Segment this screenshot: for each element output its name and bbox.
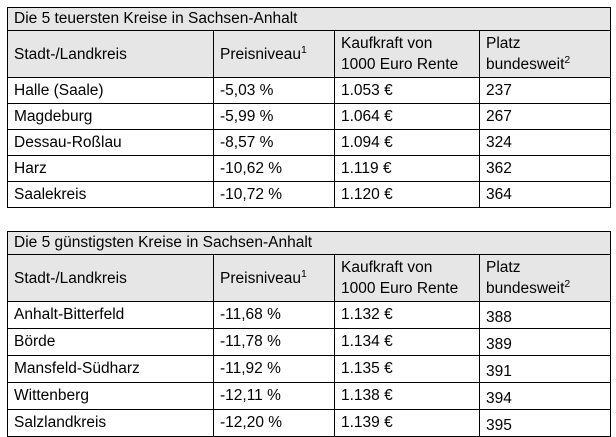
table-row: Dessau-Roßlau -8,57 % 1.094 € 324 <box>7 129 612 156</box>
cell-price-level: -12,20 % <box>213 409 335 437</box>
cell-district: Salzlandkreis <box>7 409 214 437</box>
cell-district: Anhalt-Bitterfeld <box>7 301 214 329</box>
table-caption-row: Die 5 günstigsten Kreise in Sachsen-Anha… <box>7 231 611 255</box>
cell-rank: 394 <box>479 382 611 410</box>
header-rank: Platz bundesweit2 <box>479 254 611 302</box>
cell-rank: 388 <box>479 301 611 329</box>
footnote-marker: 1 <box>301 267 307 280</box>
table-row: Salzlandkreis -12,20 % 1.139 € 395 <box>7 409 611 437</box>
header-purchasing-power-line2: 1000 Euro Rente <box>341 56 459 73</box>
cell-district: Börde <box>7 328 214 356</box>
table-row: Harz -10,62 % 1.119 € 362 <box>7 155 612 182</box>
cell-purchasing-power: 1.139 € <box>334 409 480 437</box>
cell-rank: 324 <box>478 129 612 156</box>
cell-purchasing-power: 1.053 € <box>334 77 480 104</box>
cheapest-districts-table: Die 5 günstigsten Kreise in Sachsen-Anha… <box>7 231 611 437</box>
cell-purchasing-power: 1.132 € <box>334 301 480 329</box>
cell-price-level: -8,57 % <box>213 129 335 156</box>
cell-purchasing-power: 1.120 € <box>334 181 480 208</box>
footnote-marker: 2 <box>564 54 571 66</box>
table-row: Wittenberg -12,11 % 1.138 € 394 <box>7 382 611 410</box>
header-purchasing-power: Kaufkraft von 1000 Euro Rente <box>334 30 480 78</box>
cell-rank: 362 <box>478 155 612 182</box>
cell-price-level: -5,03 % <box>213 77 335 104</box>
table-row: Anhalt-Bitterfeld -11,68 % 1.132 € 388 <box>7 301 611 329</box>
header-rank: Platz bundesweit2 <box>478 30 612 78</box>
cell-rank: 267 <box>478 103 612 130</box>
table-row: Mansfeld-Südharz -11,92 % 1.135 € 391 <box>7 355 611 383</box>
cell-district: Saalekreis <box>7 181 214 208</box>
cell-price-level: -10,62 % <box>213 155 335 182</box>
table-row: Halle (Saale) -5,03 % 1.053 € 237 <box>7 77 612 104</box>
cell-district: Dessau-Roßlau <box>7 129 214 156</box>
header-rank-line1: Platz <box>486 259 521 276</box>
table-row: Börde -11,78 % 1.134 € 389 <box>7 328 611 356</box>
cell-purchasing-power: 1.119 € <box>334 155 480 182</box>
cell-price-level: -11,78 % <box>213 328 335 356</box>
table-row: Saalekreis -10,72 % 1.120 € 364 <box>7 181 612 208</box>
cell-price-level: -5,99 % <box>213 103 335 130</box>
cell-rank: 364 <box>478 181 612 208</box>
table-title: Die 5 günstigsten Kreise in Sachsen-Anha… <box>7 231 611 255</box>
cell-district: Harz <box>7 155 214 182</box>
cell-purchasing-power: 1.134 € <box>334 328 480 356</box>
header-district: Stadt-/Landkreis <box>7 30 214 78</box>
cell-rank: 395 <box>479 409 611 437</box>
most-expensive-districts-table: Die 5 teuersten Kreise in Sachsen-Anhalt… <box>6 7 612 208</box>
cell-district: Halle (Saale) <box>7 77 214 104</box>
cell-price-level: -10,72 % <box>213 181 335 208</box>
header-purchasing-power-line1: Kaufkraft von <box>341 259 433 276</box>
header-purchasing-power-line1: Kaufkraft von <box>341 35 433 52</box>
table-title: Die 5 teuersten Kreise in Sachsen-Anhalt <box>6 7 612 31</box>
cell-purchasing-power: 1.094 € <box>334 129 480 156</box>
header-district: Stadt-/Landkreis <box>7 254 214 302</box>
cell-purchasing-power: 1.064 € <box>334 103 480 130</box>
cell-district: Wittenberg <box>7 382 214 410</box>
header-price-level-label: Preisniveau <box>220 45 301 63</box>
cell-rank: 391 <box>479 355 611 383</box>
cell-district: Mansfeld-Südharz <box>7 355 214 383</box>
footnote-marker: 1 <box>301 43 307 56</box>
header-purchasing-power-line2: 1000 Euro Rente <box>341 280 459 297</box>
cell-price-level: -11,92 % <box>213 355 335 383</box>
header-rank-line2: bundesweit <box>486 280 565 297</box>
table-header-row: Stadt-/Landkreis Preisniveau1 Kaufkraft … <box>7 30 612 78</box>
cell-purchasing-power: 1.135 € <box>334 355 480 383</box>
header-price-level: Preisniveau1 <box>213 30 335 78</box>
cell-district: Magdeburg <box>7 103 214 130</box>
cell-purchasing-power: 1.138 € <box>334 382 480 410</box>
header-rank-line1: Platz <box>486 35 521 52</box>
cell-price-level: -12,11 % <box>213 382 335 410</box>
table-header-row: Stadt-/Landkreis Preisniveau1 Kaufkraft … <box>7 254 611 302</box>
footnote-marker: 2 <box>564 278 571 290</box>
table-row: Magdeburg -5,99 % 1.064 € 267 <box>7 103 612 130</box>
header-rank-line2: bundesweit <box>486 56 565 73</box>
cell-rank: 389 <box>479 328 611 356</box>
cell-rank: 237 <box>478 77 612 104</box>
header-purchasing-power: Kaufkraft von 1000 Euro Rente <box>334 254 480 302</box>
header-price-level-label: Preisniveau <box>220 269 301 287</box>
table-caption-row: Die 5 teuersten Kreise in Sachsen-Anhalt <box>6 7 612 31</box>
cell-price-level: -11,68 % <box>213 301 335 329</box>
header-price-level: Preisniveau1 <box>213 254 335 302</box>
